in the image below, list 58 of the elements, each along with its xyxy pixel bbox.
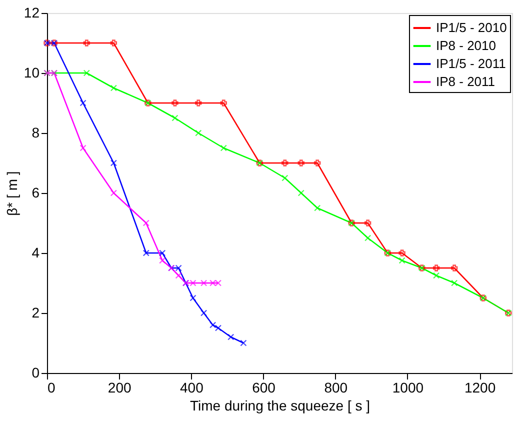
point xyxy=(228,334,234,340)
point xyxy=(240,340,247,346)
point xyxy=(80,100,86,106)
point xyxy=(200,310,208,316)
point xyxy=(172,100,178,106)
point xyxy=(298,160,304,166)
point xyxy=(364,220,372,226)
point xyxy=(450,264,458,272)
point xyxy=(83,40,90,46)
x-axis-title: Time during the squeeze [ s ] xyxy=(190,398,370,414)
y-tick-label: 6 xyxy=(32,184,40,200)
point xyxy=(364,234,372,242)
point xyxy=(110,160,118,166)
y-tick-label: 0 xyxy=(32,364,40,380)
point xyxy=(282,174,288,182)
point xyxy=(282,160,288,166)
point xyxy=(110,40,118,46)
x-tick-label: 600 xyxy=(252,380,276,396)
point xyxy=(159,250,166,256)
point xyxy=(110,84,118,92)
point xyxy=(220,100,227,106)
legend-label: IP8 - 2010 xyxy=(436,38,496,53)
point xyxy=(190,294,196,302)
point xyxy=(298,190,304,196)
point xyxy=(142,220,150,226)
y-tick-label: 2 xyxy=(32,304,40,320)
point xyxy=(398,257,406,264)
point xyxy=(450,280,458,286)
legend-label: IP8 - 2011 xyxy=(436,74,496,89)
point xyxy=(142,250,150,256)
y-tick-label: 4 xyxy=(32,244,40,260)
point xyxy=(159,257,166,264)
point xyxy=(80,144,86,152)
point xyxy=(200,280,208,286)
y-tick-label: 10 xyxy=(24,64,40,80)
point xyxy=(398,250,406,256)
y-tick-label: 12 xyxy=(24,4,40,20)
x-tick-label: 1200 xyxy=(464,380,496,396)
point xyxy=(175,272,182,279)
point xyxy=(195,130,202,136)
y-axis-title: β* [ m ] xyxy=(4,171,20,216)
x-tick-label: 1000 xyxy=(392,380,424,396)
y-tick-label: 8 xyxy=(32,124,40,140)
point xyxy=(314,160,321,166)
x-tick-label: 400 xyxy=(180,380,204,396)
point xyxy=(220,144,227,152)
x-tick-label: 200 xyxy=(108,380,132,396)
point xyxy=(110,190,118,196)
point xyxy=(83,70,90,76)
point xyxy=(432,272,440,279)
legend-label: IP1/5 - 2011 xyxy=(436,56,506,71)
legend-label: IP1/5 - 2010 xyxy=(436,20,507,35)
point xyxy=(172,114,178,122)
point xyxy=(195,100,202,106)
x-tick-label: 800 xyxy=(324,380,348,396)
point xyxy=(432,264,440,272)
x-tick-label: 0 xyxy=(48,380,56,396)
point xyxy=(314,204,321,212)
